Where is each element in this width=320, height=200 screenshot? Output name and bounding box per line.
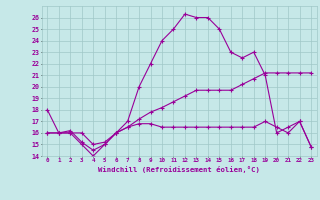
X-axis label: Windchill (Refroidissement éolien,°C): Windchill (Refroidissement éolien,°C) bbox=[98, 166, 260, 173]
